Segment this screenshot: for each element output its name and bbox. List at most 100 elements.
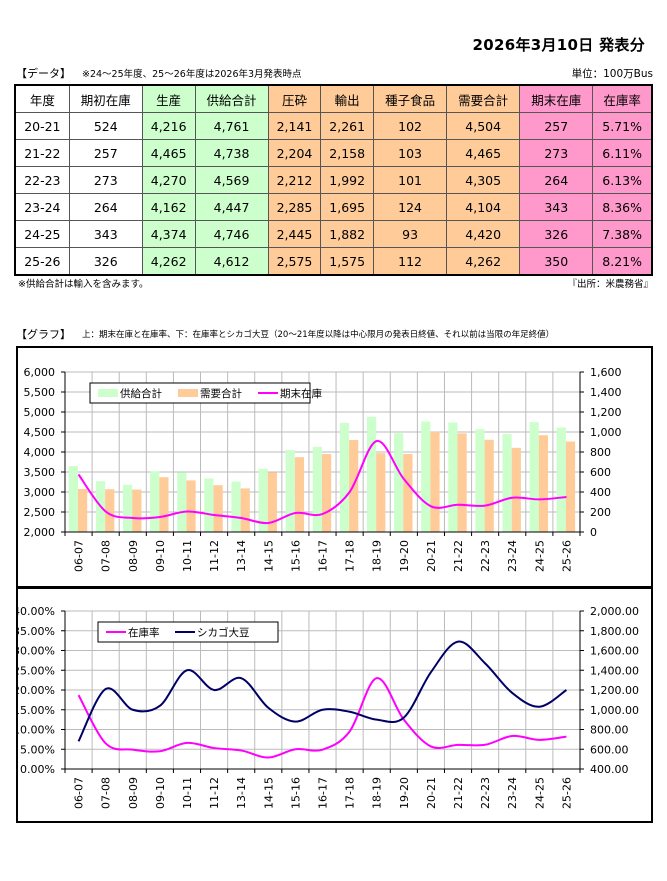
x-axis-category-label: 19-20	[398, 777, 411, 809]
bar-supply	[150, 471, 160, 532]
left-axis-tick-label: 15.00%	[18, 704, 55, 717]
table-cell: 343	[519, 193, 594, 221]
bar-supply	[502, 434, 512, 532]
column-header: 供給合計	[194, 84, 269, 113]
x-axis-category-label: 25-26	[560, 540, 573, 572]
bar-supply	[231, 481, 241, 532]
data-note: ※24～25年度、25～26年度は2026年3月発表時点	[82, 69, 302, 80]
column-header: 圧砕	[267, 84, 322, 113]
supply-footnote: ※供給合計は輸入を含みます。	[18, 279, 149, 290]
table-cell: 6.13%	[592, 166, 653, 194]
table-cell: 25-26	[14, 247, 70, 276]
left-axis-tick-label: 2,500	[24, 506, 56, 519]
x-axis-category-label: 14-15	[262, 777, 275, 809]
x-axis-category-label: 25-26	[560, 777, 573, 809]
table-cell: 4,738	[194, 139, 269, 167]
table-cell: 2,204	[267, 139, 322, 167]
x-axis-category-label: 09-10	[154, 777, 167, 809]
supply-demand-table: 年度 期初在庫 生産 供給合計 圧砕 輸出 種子食品 需要合計 期末在庫 在庫率 20-21 524…	[14, 84, 653, 276]
bar-demand	[321, 454, 332, 532]
table-cell: 112	[373, 247, 448, 276]
bar-supply	[312, 446, 322, 532]
column-header: 期末在庫	[519, 84, 594, 113]
legend-box	[89, 382, 311, 404]
x-axis-category-label: 15-16	[289, 777, 302, 809]
table-row: 25-26 326 4,262 4,612 2,575 1,575 112 4,262 350 8…	[14, 247, 653, 276]
right-axis-tick-label: 1,400	[590, 386, 622, 399]
right-axis-tick-label: 1,200.00	[590, 684, 639, 697]
bar-supply	[394, 433, 404, 532]
x-axis-category-label: 22-23	[479, 540, 492, 572]
data-section-label: 【データ】	[16, 67, 71, 80]
lower-chart-panel: 0.00% 5.00% 10.00% 15.00% 20.00% 25.00% 30.00%…	[13, 587, 653, 823]
table-cell: 7.38%	[592, 220, 653, 248]
right-axis-tick-label: 1,400.00	[590, 664, 639, 677]
table-cell: 2,158	[320, 139, 375, 167]
bar-supply	[339, 422, 350, 532]
legend-swatch-bar	[178, 389, 198, 397]
x-axis-category-label: 07-08	[100, 540, 113, 572]
right-axis-tick-label: 600.00	[590, 743, 629, 756]
x-axis-category-label: 17-18	[344, 777, 357, 809]
table-cell: 257	[68, 139, 143, 167]
bar-demand	[132, 489, 142, 532]
x-axis-category-label: 06-07	[73, 777, 86, 809]
bar-demand	[267, 472, 277, 532]
bar-demand	[105, 489, 115, 532]
legend-swatch-bar	[98, 389, 118, 397]
bar-demand	[186, 480, 196, 532]
table-cell: 23-24	[14, 193, 70, 221]
x-axis-category-label: 16-17	[317, 777, 330, 809]
table-cell: 273	[519, 139, 594, 167]
column-header: 在庫率	[592, 84, 653, 113]
table-body: 20-21 524 4,216 4,761 2,141 2,261 102 4,504 257 5…	[14, 112, 653, 276]
right-axis-tick-label: 400	[590, 486, 611, 499]
x-axis-category-label: 18-19	[371, 540, 384, 572]
bar-demand	[484, 439, 494, 532]
right-axis-tick-label: 400.00	[590, 763, 629, 776]
table-cell: 326	[68, 247, 143, 276]
right-axis-tick-label: 800.00	[590, 724, 629, 737]
table-cell: 20-21	[14, 112, 70, 140]
left-axis-tick-label: 6,000	[24, 366, 56, 379]
table-cell: 4,262	[141, 247, 196, 276]
right-axis-tick-label: 2,000.00	[590, 605, 639, 618]
report-date-title: 2026年3月10日 発表分	[472, 36, 645, 54]
table-cell: 4,569	[194, 166, 269, 194]
bar-demand	[538, 435, 549, 532]
right-axis-tick-label: 1,000.00	[590, 704, 639, 717]
left-axis-tick-label: 2,000	[24, 526, 56, 539]
table-cell: 1,882	[320, 220, 375, 248]
x-axis-category-label: 08-09	[127, 777, 140, 809]
table-cell: 124	[373, 193, 448, 221]
bar-supply	[68, 466, 79, 532]
x-axis-category-label: 10-11	[181, 540, 194, 572]
x-axis-category-label: 10-11	[181, 777, 194, 809]
x-axis-category-label: 18-19	[371, 777, 384, 809]
x-axis-category-label: 21-22	[452, 540, 465, 572]
table-cell: 4,420	[446, 220, 521, 248]
x-axis-category-label: 23-24	[506, 777, 519, 809]
table-cell: 2,141	[267, 112, 322, 140]
table-header-row: 年度 期初在庫 生産 供給合計 圧砕 輸出 種子食品 需要合計 期末在庫 在庫率	[14, 84, 653, 113]
table-cell: 264	[519, 166, 594, 194]
right-axis-tick-label: 1,000	[590, 426, 622, 439]
table-cell: 8.36%	[592, 193, 653, 221]
table-cell: 4,746	[194, 220, 269, 248]
table-cell: 4,374	[141, 220, 196, 248]
x-axis-category-label: 13-14	[235, 777, 248, 809]
bar-demand	[240, 488, 250, 532]
table-cell: 4,761	[194, 112, 269, 140]
left-axis-tick-label: 25.00%	[18, 664, 55, 677]
column-header: 種子食品	[373, 84, 448, 113]
table-cell: 102	[373, 112, 448, 140]
left-axis-tick-label: 3,000	[24, 486, 56, 499]
table-cell: 4,270	[141, 166, 196, 194]
left-axis-tick-label: 3,500	[24, 466, 56, 479]
column-header: 生産	[141, 84, 196, 113]
bar-demand	[159, 477, 169, 532]
table-cell: 93	[373, 220, 448, 248]
bar-supply	[177, 472, 187, 532]
source-note: 『出所：米農務省』	[567, 279, 653, 290]
column-header: 年度	[14, 84, 70, 113]
